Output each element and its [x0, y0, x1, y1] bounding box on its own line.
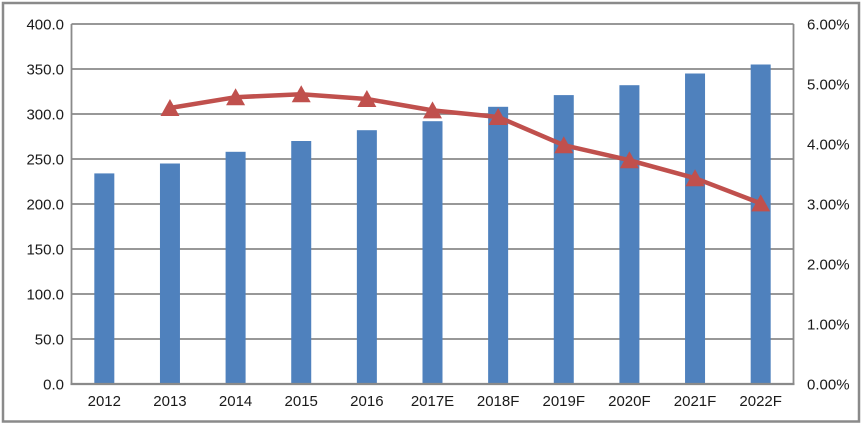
left-axis-tick-label: 400.0 [26, 17, 64, 34]
triangle-marker-2017E [423, 101, 442, 119]
left-axis-tick-label: 50.0 [35, 332, 64, 349]
bar-2014 [225, 151, 246, 384]
left-axis-tick-label: 350.0 [26, 62, 64, 79]
x-axis-label-2020F: 2020F [608, 393, 651, 410]
bar-2022F [750, 64, 771, 384]
triangle-marker-2014 [226, 88, 246, 106]
triangle-marker-2021F [685, 169, 705, 187]
chart-border [1, 1, 861, 423]
x-axis-label-2012: 2012 [88, 393, 121, 410]
triangle-marker-2019F [554, 136, 574, 154]
bar-2016 [356, 130, 377, 384]
bar-2019F [553, 95, 574, 384]
bar-2020F [619, 85, 640, 384]
left-axis-tick-label: 150.0 [26, 242, 64, 259]
left-axis-tick-label: 200.0 [26, 197, 64, 214]
right-axis-tick-label: 0.00% [807, 377, 850, 394]
bar-2021F [685, 73, 706, 384]
right-axis-tick-label: 1.00% [807, 317, 850, 334]
left-axis-tick-label: 100.0 [26, 287, 64, 304]
triangle-marker-2016 [357, 90, 377, 107]
x-axis-label-2014: 2014 [219, 393, 252, 410]
right-axis-tick-label: 3.00% [807, 197, 850, 214]
x-axis-label-2022F: 2022F [739, 393, 782, 410]
left-axis-tick-label: 300.0 [26, 107, 64, 124]
x-axis-label-2021F: 2021F [674, 393, 717, 410]
triangle-marker-2022F [751, 194, 771, 212]
bar-2015 [291, 141, 312, 384]
right-axis-tick-label: 6.00% [807, 17, 850, 34]
triangle-marker-2020F [619, 151, 639, 169]
x-axis-label-2019F: 2019F [542, 393, 585, 410]
bar-2017E [422, 121, 443, 384]
right-axis-tick-label: 5.00% [807, 77, 850, 94]
x-axis-label-2018F: 2018F [477, 393, 520, 410]
x-axis-label-2016: 2016 [350, 393, 383, 410]
x-axis-label-2015: 2015 [285, 393, 318, 410]
bar-2018F [488, 106, 509, 385]
left-axis-tick-label: 0.0 [43, 377, 64, 394]
left-axis-tick-label: 250.0 [26, 152, 64, 169]
bar-2013 [159, 163, 180, 384]
x-axis-label-2013: 2013 [153, 393, 186, 410]
triangle-marker-2018F [488, 108, 508, 125]
right-axis-tick-label: 4.00% [807, 137, 850, 154]
growth-rate-line [169, 91, 762, 206]
triangle-marker-2015 [291, 85, 311, 103]
bar-2012 [94, 173, 115, 384]
triangle-marker-2013 [160, 99, 180, 116]
right-axis-tick-label: 2.00% [807, 257, 850, 274]
x-axis-label-2017E: 2017E [411, 393, 454, 410]
